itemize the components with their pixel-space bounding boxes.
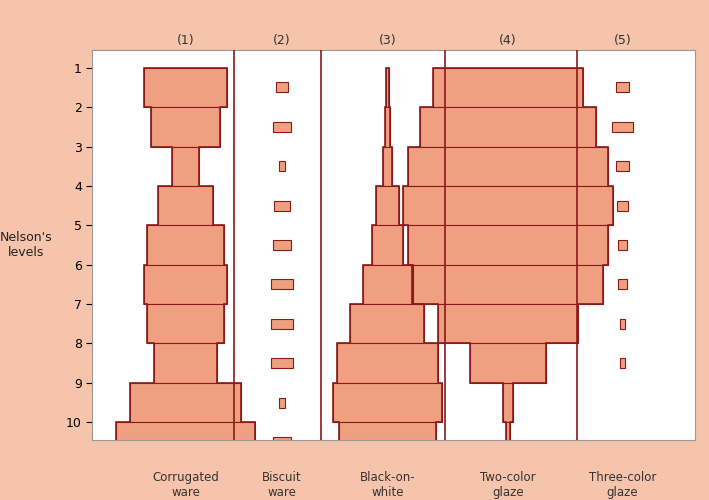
Polygon shape	[147, 304, 224, 344]
Text: (4): (4)	[499, 34, 517, 47]
Polygon shape	[383, 146, 392, 186]
Text: Two-color
glaze: Two-color glaze	[480, 471, 536, 499]
Text: Nelson's
levels: Nelson's levels	[0, 231, 52, 259]
Text: (1): (1)	[177, 34, 194, 47]
Polygon shape	[615, 162, 630, 171]
Polygon shape	[271, 319, 293, 328]
Polygon shape	[615, 82, 630, 92]
Polygon shape	[172, 146, 199, 186]
Polygon shape	[408, 226, 608, 264]
Polygon shape	[271, 280, 293, 289]
Polygon shape	[337, 344, 438, 383]
Text: (2): (2)	[273, 34, 291, 47]
Polygon shape	[273, 437, 291, 447]
Polygon shape	[158, 186, 213, 226]
Polygon shape	[279, 398, 285, 407]
Polygon shape	[350, 304, 425, 344]
Text: (3): (3)	[379, 34, 396, 47]
Polygon shape	[130, 383, 241, 422]
Polygon shape	[155, 344, 217, 383]
Polygon shape	[273, 122, 291, 132]
Polygon shape	[333, 383, 442, 422]
Text: Three-color
glaze: Three-color glaze	[588, 471, 657, 499]
Polygon shape	[144, 264, 227, 304]
Polygon shape	[274, 200, 290, 210]
Polygon shape	[618, 280, 627, 289]
Polygon shape	[385, 107, 390, 146]
Polygon shape	[618, 240, 627, 250]
Polygon shape	[372, 226, 403, 264]
Polygon shape	[617, 200, 628, 210]
Polygon shape	[376, 186, 398, 226]
Polygon shape	[403, 186, 613, 226]
Polygon shape	[437, 304, 579, 344]
Polygon shape	[279, 162, 285, 171]
Polygon shape	[620, 319, 625, 328]
Polygon shape	[116, 422, 255, 462]
Polygon shape	[420, 107, 596, 146]
Polygon shape	[276, 82, 288, 92]
Polygon shape	[147, 226, 224, 264]
Text: Corrugated
ware: Corrugated ware	[152, 471, 219, 499]
Polygon shape	[151, 107, 220, 146]
Text: (5): (5)	[613, 34, 632, 47]
Text: Black-on-
white: Black-on- white	[359, 471, 415, 499]
Polygon shape	[408, 146, 608, 186]
Polygon shape	[413, 264, 603, 304]
Polygon shape	[363, 264, 412, 304]
Polygon shape	[506, 422, 510, 462]
Polygon shape	[340, 422, 435, 462]
Polygon shape	[386, 68, 389, 107]
Polygon shape	[470, 344, 546, 383]
Text: Biscuit
ware: Biscuit ware	[262, 471, 302, 499]
Polygon shape	[612, 122, 633, 132]
Polygon shape	[432, 68, 584, 107]
Polygon shape	[273, 240, 291, 250]
Polygon shape	[144, 68, 227, 107]
Polygon shape	[503, 383, 513, 422]
Polygon shape	[271, 358, 293, 368]
Polygon shape	[620, 358, 625, 368]
